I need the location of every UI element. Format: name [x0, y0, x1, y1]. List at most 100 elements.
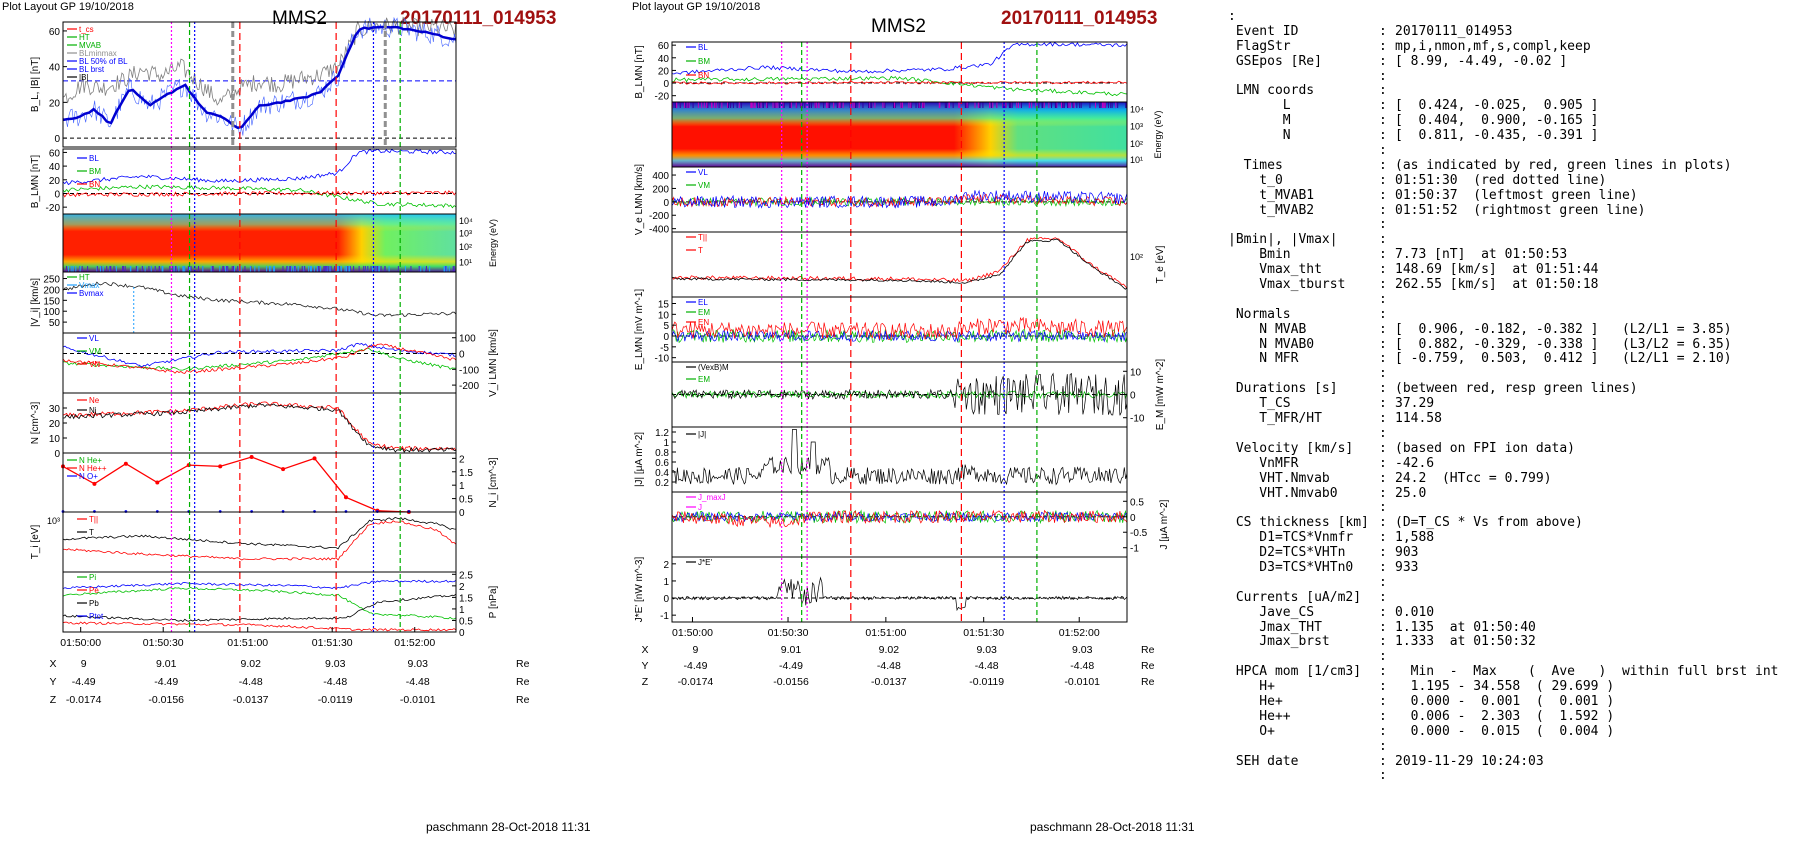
info-key: M — [1228, 113, 1291, 129]
info-sep: : — [1379, 321, 1387, 337]
x-tick-label: 01:51:00 — [227, 637, 268, 649]
info-key: t_MVAB1 — [1228, 187, 1315, 203]
position-value: -4.49 — [684, 660, 708, 672]
info-key — [1228, 293, 1379, 308]
position-value: -0.0119 — [318, 694, 353, 706]
info-sep: : — [1379, 679, 1387, 695]
info-key: T_CS — [1228, 396, 1291, 412]
info-key: Velocity [km/s] — [1228, 440, 1354, 456]
vilmn-legend-entry: VL — [89, 334, 99, 343]
position-value: 9.03 — [408, 658, 429, 670]
info-row: t_0:01:51:30 (red dotted line) — [1228, 173, 1802, 189]
position-value: -0.0156 — [148, 694, 184, 706]
info-key: N MVAB0 — [1228, 336, 1315, 352]
p-axis-label: P [nPa] — [488, 585, 499, 618]
y-tick-label: -200 — [649, 211, 669, 222]
info-sep: : — [1379, 351, 1387, 367]
p-legend-entry: Pe — [89, 586, 99, 595]
info-value: 01:51:52 (rightmost green line) — [1395, 202, 1646, 218]
y-tick-label: 10 — [1130, 367, 1142, 378]
info-row: O+: 0.000 - 0.015 ( 0.004 ) — [1228, 724, 1802, 740]
info-value: 114.58 — [1395, 411, 1442, 427]
spectrogram-tick-label: 10³ — [1130, 121, 1143, 131]
position-value: 9.03 — [1072, 644, 1093, 656]
y-tick-label: 30 — [49, 404, 61, 415]
info-key: Normals — [1228, 306, 1291, 322]
info-row: Jmax_THT:1.135 at 01:50:40 — [1228, 620, 1802, 636]
energy-axis-label: Energy (eV) — [1153, 110, 1163, 158]
spectrogram-tick-label: 10⁴ — [1130, 105, 1144, 115]
info-sep: : — [1379, 649, 1387, 665]
info-key — [1228, 501, 1379, 516]
y-tick-label: 20 — [658, 66, 670, 77]
y-tick-label: 0.5 — [1130, 497, 1144, 508]
position-value: -4.48 — [1070, 660, 1094, 672]
info-key: T_MFR/HT — [1228, 411, 1322, 427]
position-value: -0.0119 — [969, 676, 1004, 688]
ni-axis-label: N_i [cm^-3] — [488, 457, 499, 507]
position-row-label: Z — [642, 676, 649, 688]
info-sep: : — [1379, 485, 1387, 501]
y-tick-label: 1.5 — [459, 468, 473, 479]
position-unit: Re — [1141, 676, 1155, 688]
info-key: : — [1228, 9, 1236, 24]
info-sep: : — [1379, 768, 1387, 784]
series-vm — [63, 347, 456, 371]
y-tick-label: -20 — [655, 92, 670, 103]
info-row: T_CS:37.29 — [1228, 396, 1802, 412]
info-value: 1,588 — [1395, 530, 1435, 546]
left-event-title: 20170111_014953 — [400, 8, 557, 29]
y-tick-label: 0 — [1130, 513, 1136, 524]
info-key: L — [1228, 98, 1291, 114]
info-sep — [1379, 10, 1395, 25]
series-vl — [62, 342, 456, 368]
position-row-label: X — [641, 644, 648, 656]
info-row: : — [1228, 218, 1802, 233]
y-tick-label: 0 — [663, 332, 669, 343]
info-key: Jmax_brst — [1228, 634, 1330, 650]
y-tick-label: -100 — [459, 365, 479, 376]
position-value: -4.49 — [779, 660, 803, 672]
position-value: 9.01 — [781, 644, 802, 656]
info-row: H+: 1.195 - 34.558 ( 29.699 ) — [1228, 679, 1802, 695]
info-row: Vmax_tht:148.69 [km/s] at 01:51:44 — [1228, 262, 1802, 278]
info-key: He++ — [1228, 708, 1291, 724]
series-jn — [671, 509, 1128, 528]
ti-legend-entry: T|| — [89, 515, 98, 524]
series-bl-brst — [62, 25, 457, 130]
info-key: Bmin — [1228, 247, 1291, 263]
info-value: [ 8.99, -4.49, -0.02 ] — [1395, 53, 1568, 69]
series-bl-brst-noisy — [62, 16, 457, 138]
info-key: HPCA mom [1/cm3] — [1228, 664, 1362, 680]
info-row: Jmax_brst:1.333 at 01:50:32 — [1228, 635, 1802, 650]
panel-frame-je — [671, 556, 1128, 623]
jlmn-legend-entry: J — [698, 503, 702, 512]
spectrogram-tick-label: 10² — [1130, 139, 1143, 149]
info-value: [ 0.906, -0.182, -0.382 ] (L2/L1 = 3.85) — [1395, 321, 1732, 337]
series-ti-par — [62, 520, 457, 561]
info-sep: : — [1379, 738, 1387, 754]
info-value: Min - Max ( Ave ) within full brst int — [1395, 664, 1779, 680]
info-row: VHT.Nmvab0:25.0 — [1228, 485, 1802, 502]
info-value: 933 — [1395, 559, 1419, 575]
bl-legend-entry: BLminmax — [79, 49, 117, 58]
info-key: VHT.Nmvab0 — [1228, 485, 1338, 501]
info-key: SEH date — [1228, 753, 1299, 769]
position-value: -0.0156 — [773, 676, 809, 688]
position-value: -4.48 — [406, 676, 430, 688]
he2plus-point — [312, 456, 317, 461]
x-tick-label: 01:51:30 — [963, 627, 1004, 639]
te-legend-entry: T — [698, 246, 703, 255]
info-sep: : — [1379, 664, 1387, 680]
blmn-axis-label: B_LMN [nT] — [634, 45, 645, 99]
je-legend-entry: J*E' — [698, 558, 712, 567]
info-value: (based on FPI ion data) — [1395, 440, 1576, 456]
x-tick-label: 01:52:00 — [394, 637, 435, 649]
y-tick-label: 1 — [459, 481, 465, 492]
info-key: He+ — [1228, 693, 1283, 709]
info-row: N MVAB: [ 0.906, -0.182, -0.382 ] (L2/L1 … — [1228, 321, 1802, 338]
position-value: 9.03 — [325, 658, 346, 670]
info-sep: : — [1379, 396, 1387, 412]
